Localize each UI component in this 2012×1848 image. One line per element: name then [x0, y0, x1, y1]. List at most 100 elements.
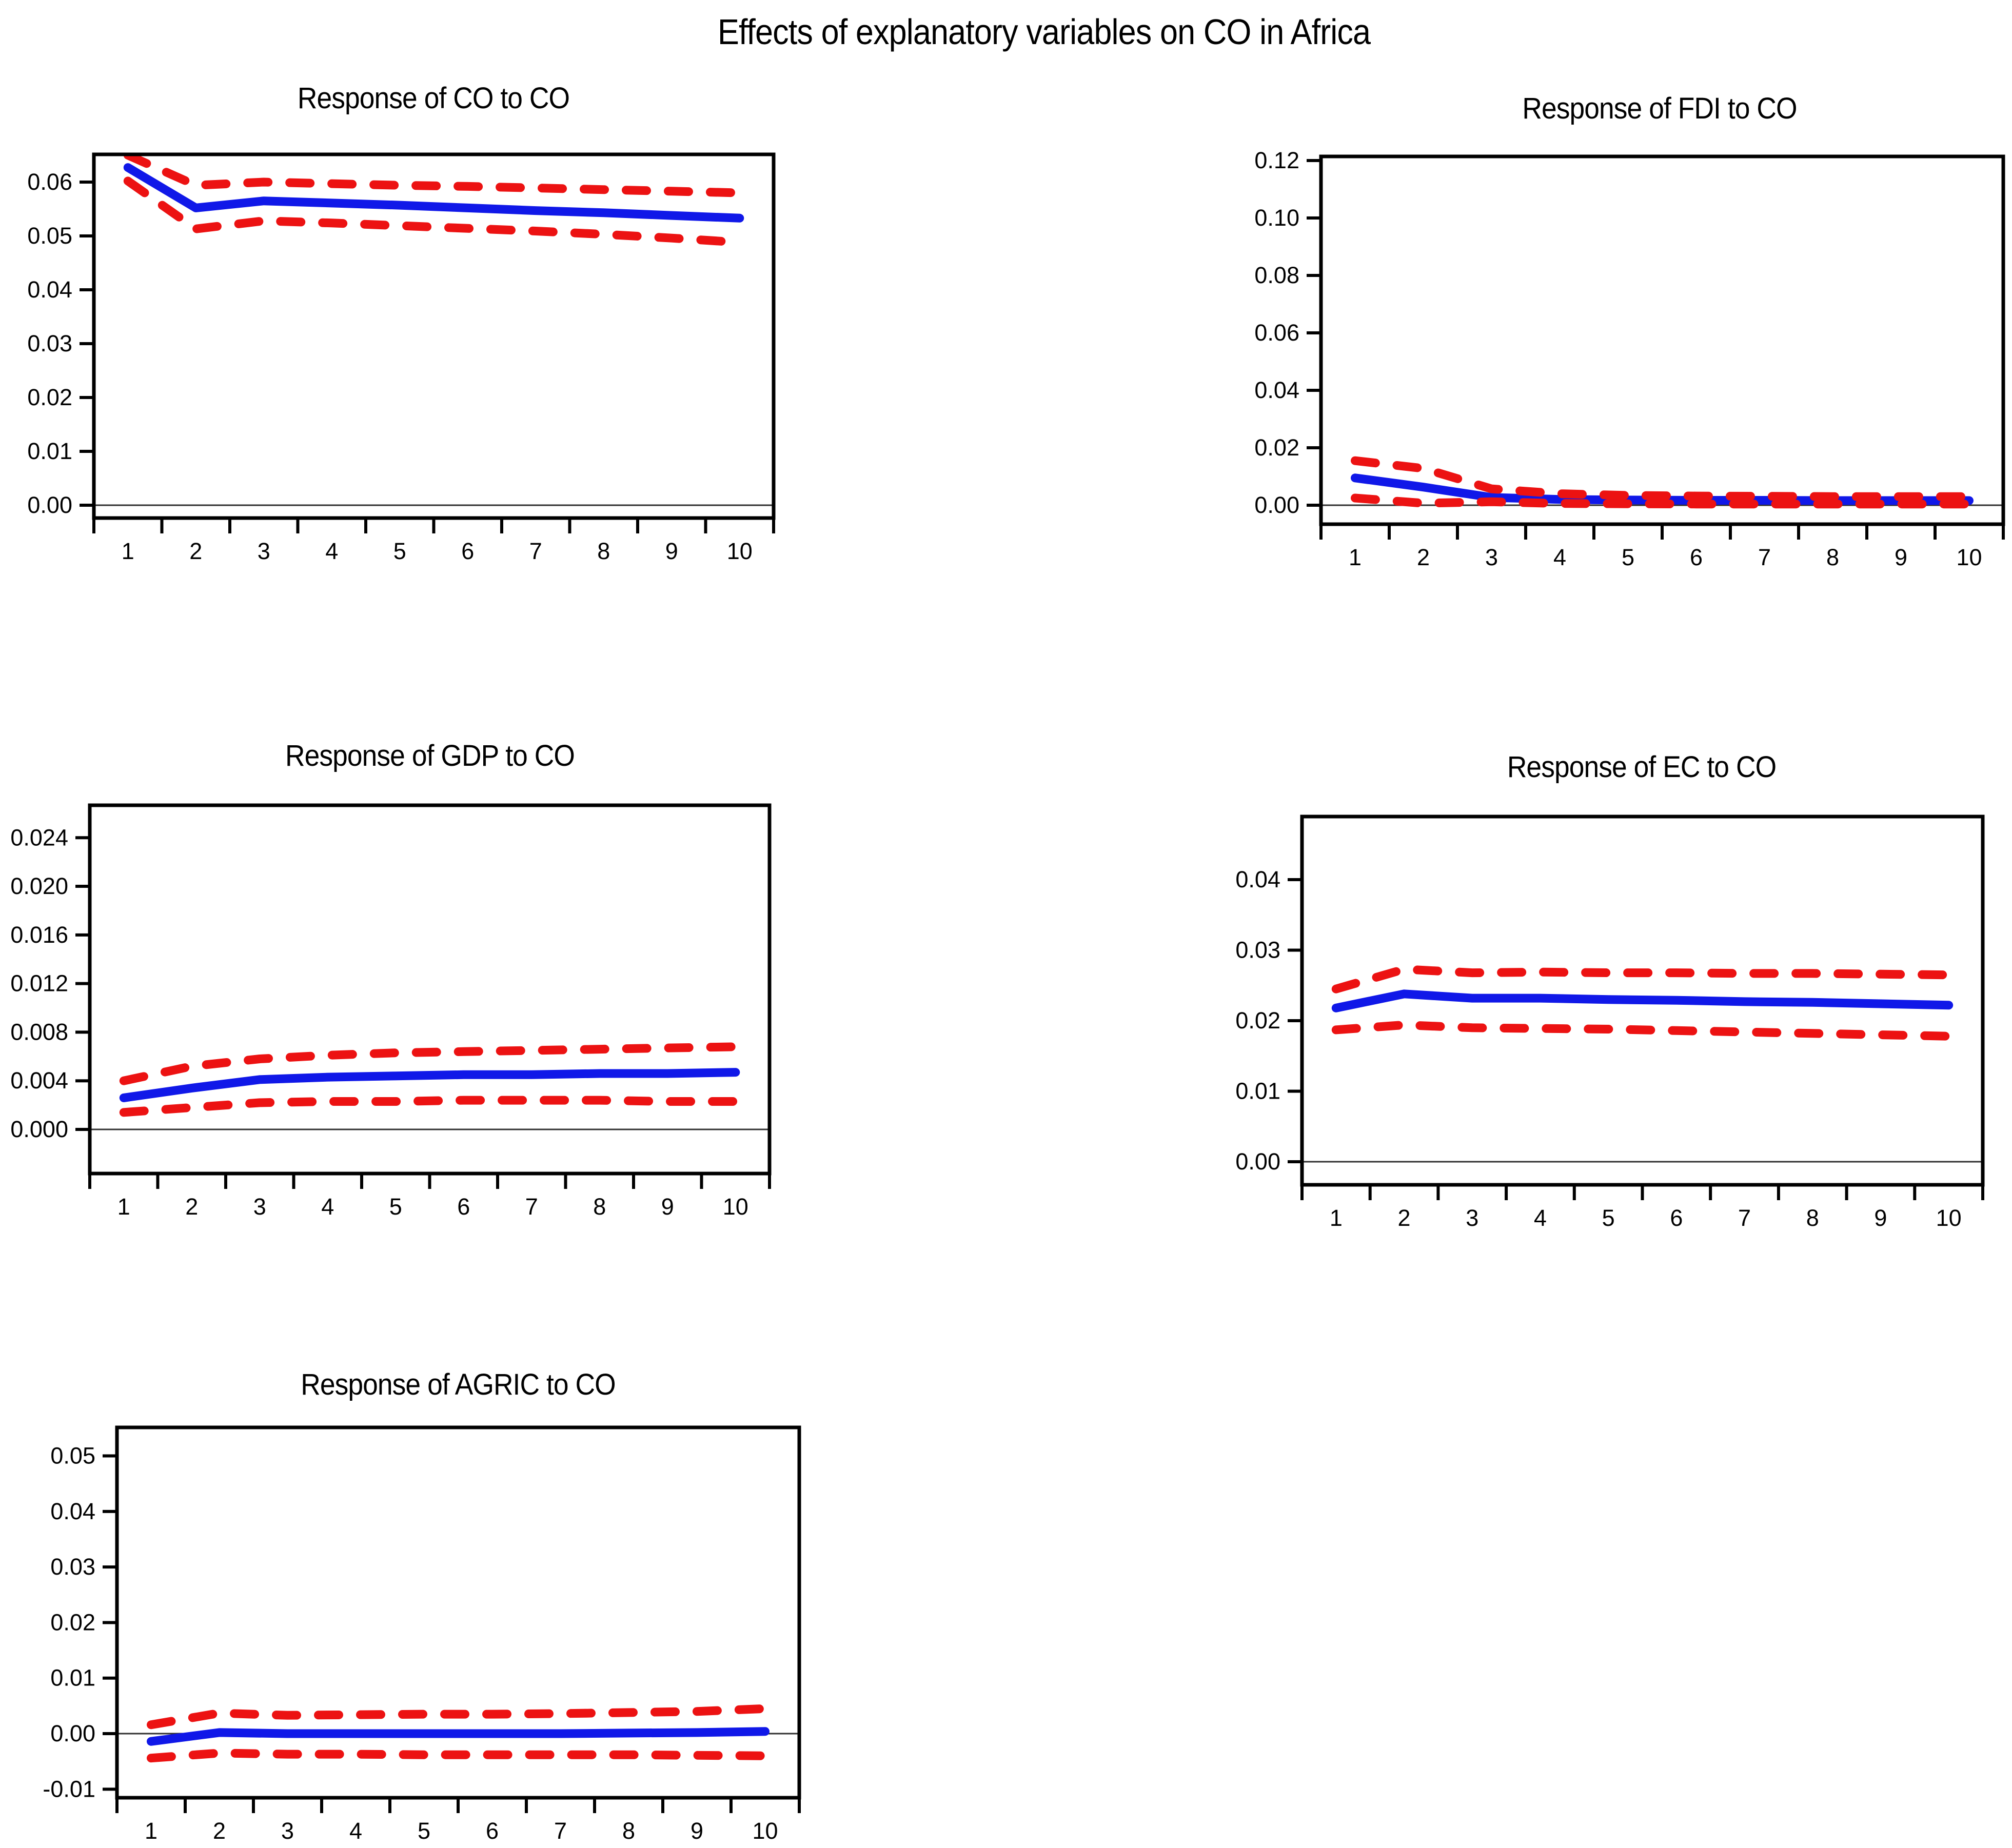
- y-tick-label: 0.03: [27, 330, 72, 356]
- x-tick-label: 1: [1330, 1205, 1343, 1231]
- lower-band-line: [1351, 493, 1974, 509]
- x-tick-label: 5: [393, 538, 406, 564]
- upper-band-line: [123, 154, 744, 197]
- x-tick-label: 10: [1936, 1205, 1962, 1231]
- y-tick-label: 0.02: [1235, 1007, 1280, 1034]
- x-tick-label: 6: [1670, 1205, 1683, 1231]
- y-tick-label: 0.06: [1254, 320, 1299, 346]
- y-tick-label: 0.03: [50, 1554, 95, 1580]
- lower-band-line: [119, 1096, 740, 1117]
- y-tick-label: 0.04: [27, 276, 72, 303]
- x-tick-label: 7: [525, 1194, 538, 1220]
- x-tick-label: 6: [461, 538, 474, 564]
- panel-title-ec-to-co: Response of EC to CO: [1507, 750, 1777, 784]
- panel-title-gdp-to-co: Response of GDP to CO: [285, 739, 575, 772]
- chart-agric-to-co: 0.05 0.04 0.03 0.02 0.01 0.00 -0.01 1 2 3 4 5 6 7 8 9 10: [43, 1425, 801, 1844]
- x-tick-label: 2: [185, 1194, 198, 1220]
- x-tick-label: 9: [691, 1818, 703, 1844]
- y-tick-label: 0.004: [10, 1067, 68, 1094]
- x-tick-label: 8: [1806, 1205, 1819, 1231]
- x-tick-label: 10: [1956, 544, 1982, 570]
- plot-border: [115, 1425, 801, 1800]
- panel-title-co-to-co: Response of CO to CO: [297, 82, 570, 115]
- y-tick-label: 0.05: [27, 223, 72, 249]
- x-tick-label: 10: [727, 538, 753, 564]
- plot-border: [88, 803, 772, 1176]
- y-tick-label: 0.10: [1254, 205, 1299, 231]
- response-line: [123, 163, 744, 223]
- x-tick-label: 8: [597, 538, 610, 564]
- x-tick-label: 3: [281, 1818, 294, 1844]
- y-tick-label: 0.01: [27, 438, 72, 464]
- x-tick-label: 7: [1738, 1205, 1751, 1231]
- response-line: [147, 1727, 770, 1746]
- x-tick-label: 3: [1466, 1205, 1478, 1231]
- x-tick-label: 1: [145, 1818, 157, 1844]
- y-tick-label: 0.00: [1235, 1148, 1280, 1175]
- x-tick-label: 8: [593, 1194, 606, 1220]
- y-tick-label: 0.06: [27, 169, 72, 195]
- y-tick-label: -0.01: [43, 1776, 95, 1802]
- chart-co-to-co: 0.06 0.05 0.04 0.03 0.02 0.01 0.00 1 2 3 4 5 6 7 8 9 10: [27, 152, 776, 564]
- x-tick-label: 3: [258, 538, 270, 564]
- lower-band-line: [123, 176, 744, 247]
- panel-title-agric-to-co: Response of AGRIC to CO: [301, 1368, 616, 1401]
- y-tick-label: 0.01: [50, 1665, 95, 1691]
- y-tick-label: 0.024: [10, 824, 68, 850]
- x-tick-label: 3: [253, 1194, 266, 1220]
- y-tick-label: 0.08: [1254, 262, 1299, 288]
- plot-border: [1319, 154, 2005, 526]
- y-tick-label: 0.04: [1254, 377, 1299, 403]
- y-tick-label: 0.016: [10, 922, 68, 948]
- x-tick-label: 6: [457, 1194, 470, 1220]
- x-tick-label: 5: [389, 1194, 402, 1220]
- x-tick-label: 5: [1622, 544, 1634, 570]
- y-tick-label: 0.000: [10, 1116, 68, 1142]
- y-tick-label: 0.00: [1254, 492, 1299, 518]
- x-tick-label: 7: [1758, 544, 1771, 570]
- x-tick-label: 3: [1485, 544, 1498, 570]
- y-tick-label: 0.01: [1235, 1078, 1280, 1104]
- y-tick-label: 0.012: [10, 970, 68, 997]
- x-tick-label: 8: [1826, 544, 1839, 570]
- y-tick-label: 0.04: [50, 1498, 95, 1524]
- chart-fdi-to-co: 0.12 0.10 0.08 0.06 0.04 0.02 0.00 1 2 3 4 5 6 7 8 9 10: [1254, 147, 2005, 570]
- upper-band-line: [1331, 965, 1954, 993]
- x-tick-label: 2: [189, 538, 202, 564]
- x-tick-label: 4: [321, 1194, 334, 1220]
- x-tick-label: 1: [122, 538, 134, 564]
- y-tick-label: 0.02: [1254, 434, 1299, 461]
- chart-ec-to-co: 0.04 0.03 0.02 0.01 0.00 1 2 3 4 5 6 7 8 9 10: [1235, 814, 1985, 1231]
- figure-title: Effects of explanatory variables on CO i…: [717, 12, 1371, 52]
- x-tick-label: 9: [661, 1194, 674, 1220]
- y-tick-label: 0.008: [10, 1019, 68, 1045]
- x-tick-label: 9: [1895, 544, 1907, 570]
- response-line: [1331, 989, 1954, 1012]
- y-tick-label: 0.04: [1235, 866, 1280, 892]
- y-tick-label: 0.00: [27, 492, 72, 518]
- x-tick-label: 5: [418, 1818, 430, 1844]
- x-tick-label: 2: [1398, 1205, 1411, 1231]
- x-tick-label: 7: [554, 1818, 567, 1844]
- y-tick-label: 0.02: [50, 1609, 95, 1635]
- y-tick-label: 0.00: [50, 1720, 95, 1746]
- x-tick-label: 4: [349, 1818, 362, 1844]
- x-tick-label: 4: [325, 538, 338, 564]
- x-tick-label: 9: [665, 538, 678, 564]
- lower-band-line: [1331, 1020, 1954, 1041]
- upper-band-line: [147, 1704, 770, 1730]
- chart-gdp-to-co: 0.024 0.020 0.016 0.012 0.008 0.004 0.000 1 2 3 4 5…: [10, 803, 772, 1220]
- x-tick-label: 10: [752, 1818, 778, 1844]
- response-line: [119, 1068, 740, 1102]
- x-tick-label: 8: [622, 1818, 635, 1844]
- x-tick-label: 4: [1553, 544, 1566, 570]
- y-tick-label: 0.03: [1235, 937, 1280, 963]
- x-tick-label: 4: [1534, 1205, 1547, 1231]
- x-tick-label: 2: [213, 1818, 226, 1844]
- x-tick-label: 6: [1690, 544, 1703, 570]
- x-tick-label: 2: [1417, 544, 1430, 570]
- x-tick-label: 5: [1602, 1205, 1615, 1231]
- x-tick-label: 9: [1874, 1205, 1887, 1231]
